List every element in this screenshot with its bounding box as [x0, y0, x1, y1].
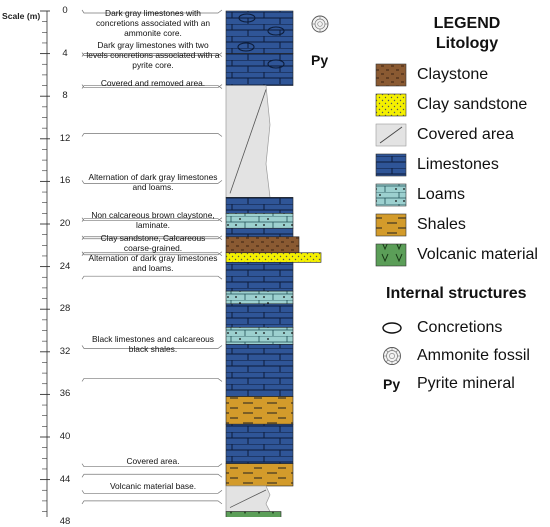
- unit-10-limestone: [225, 303, 294, 328]
- scale-tick-label: 4: [62, 47, 68, 59]
- bracket-top: [81, 490, 223, 494]
- description-brackets: [81, 9, 223, 505]
- structure-label-concretions: Concretions: [417, 319, 503, 336]
- structure-label-ammonite: Ammonite fossil: [417, 347, 530, 364]
- unit-description-9: Covered area.: [126, 456, 180, 466]
- bracket-top: [81, 52, 223, 56]
- bracket-bottom: [81, 500, 223, 505]
- scale-tick-label: 40: [59, 431, 71, 442]
- unit-8-limestone: [225, 262, 294, 292]
- unit-3-limestone: [225, 197, 294, 214]
- legend-title: LEGEND: [433, 15, 501, 32]
- scale-tick-label: 28: [59, 303, 71, 315]
- bracket-bottom: [81, 473, 223, 478]
- bracket-bottom: [81, 252, 223, 257]
- legend-swatch-claystone: [375, 63, 407, 87]
- unit-15-shale: [225, 463, 294, 487]
- unit-6-claystone: [225, 236, 300, 254]
- pyrite-icon: Py: [383, 376, 401, 392]
- structure-label-pyrite: Pyrite mineral: [417, 375, 515, 392]
- scale-tick-label: 32: [59, 345, 71, 357]
- unit-description-8: Black limestones and calcareous black sh…: [92, 334, 214, 354]
- legend-swatch-shale: [375, 213, 407, 237]
- bracket-top: [81, 9, 223, 14]
- bracket-top: [81, 251, 223, 256]
- unit-description-10: Volcanic material base.: [109, 481, 197, 491]
- scale-tick-label: 16: [59, 175, 71, 187]
- unit-description-5: Non calcareous brown claystone, laminate…: [91, 210, 215, 230]
- bracket-bottom: [81, 378, 223, 382]
- scale-tick-label: 48: [59, 516, 71, 527]
- covered-diagonal: [229, 489, 267, 508]
- legend-label-loam: Loams: [417, 186, 466, 203]
- unit-5-limestone: [225, 227, 294, 238]
- bracket-top: [81, 463, 223, 468]
- unit-12-limestone: [225, 344, 294, 397]
- bracket-bottom: [81, 53, 223, 57]
- column-concretion: [267, 59, 285, 69]
- structure-icons: [311, 15, 402, 365]
- legend-label-claystone: Claystone: [417, 66, 489, 83]
- legend-subtitle: Litology: [435, 35, 499, 52]
- bracket-top: [81, 180, 223, 184]
- unit-description-7: Alternation of dark gray limestones and …: [88, 253, 218, 273]
- bracket-top: [81, 235, 223, 240]
- scale-tick-label: 24: [59, 260, 71, 272]
- unit-0-limestone: [225, 10, 294, 54]
- unit-1-limestone: [225, 53, 294, 86]
- legend-label-covered: Covered area: [417, 126, 514, 143]
- legend-label-volcanic: Volcanic material: [417, 246, 538, 263]
- column-pyrite-marker: Py: [311, 52, 329, 68]
- bracket-bottom: [81, 85, 223, 89]
- bracket-bottom: [81, 275, 223, 280]
- scale-tick-label: 44: [59, 473, 71, 485]
- unit-description-1: Dark gray limestones with concretions as…: [95, 8, 211, 38]
- unit-17-volcanic: [225, 511, 282, 517]
- bracket-top: [81, 345, 223, 349]
- scale-tick-label: 12: [59, 132, 71, 144]
- legend-swatch-loam: [375, 183, 407, 207]
- column-concretion: [267, 26, 285, 36]
- legend-swatch-clay_sandstone: [375, 93, 407, 117]
- unit-description-3: Covered and removed area.: [100, 78, 206, 88]
- legend-swatch-limestone: [375, 153, 407, 177]
- column-concretion: [238, 13, 256, 23]
- bracket-bottom: [81, 236, 223, 241]
- concretion-icon: [382, 322, 402, 334]
- legend-label-clay_sandstone: Clay sandstone: [417, 96, 528, 113]
- scale-tick-label: 20: [59, 218, 71, 229]
- legend-swatches: [375, 63, 407, 267]
- column-ammonite-icon: [311, 15, 329, 33]
- scale-title: Scale (m): [2, 11, 41, 21]
- unit-13-shale: [225, 396, 294, 425]
- unit-description-4: Alternation of dark gray limestones and …: [88, 172, 218, 192]
- lithologic-column: [225, 10, 322, 517]
- column-concretion: [237, 42, 255, 52]
- bracket-top: [81, 217, 223, 222]
- scale-tick-label: 8: [62, 90, 68, 102]
- scale-ruler: [40, 10, 50, 517]
- bracket-bottom: [81, 133, 223, 137]
- legend-label-limestone: Limestones: [417, 156, 499, 173]
- scale-tick-label: 36: [59, 388, 71, 400]
- legend-swatch-volcanic: [375, 243, 407, 267]
- unit-description-2: Dark gray limestones with two levels con…: [86, 40, 220, 70]
- unit-4-loam: [225, 213, 294, 229]
- legend-label-shale: Shales: [417, 216, 466, 233]
- unit-9-loam: [225, 290, 294, 305]
- unit-14-limestone: [225, 423, 294, 464]
- ammonite-icon: [383, 347, 401, 365]
- scale-tick-label: 0: [62, 5, 68, 16]
- legend-swatch-covered: [375, 123, 407, 147]
- bracket-bottom: [81, 218, 223, 222]
- unit-description-6: Clay sandstone, Calcareous coarse-graine…: [100, 233, 206, 253]
- bracket-top: [81, 84, 223, 88]
- unit-7-clay_sandstone: [225, 252, 322, 263]
- covered-diagonal: [229, 89, 267, 194]
- unit-11-loam: [225, 327, 294, 345]
- structures-title: Internal structures: [386, 285, 527, 302]
